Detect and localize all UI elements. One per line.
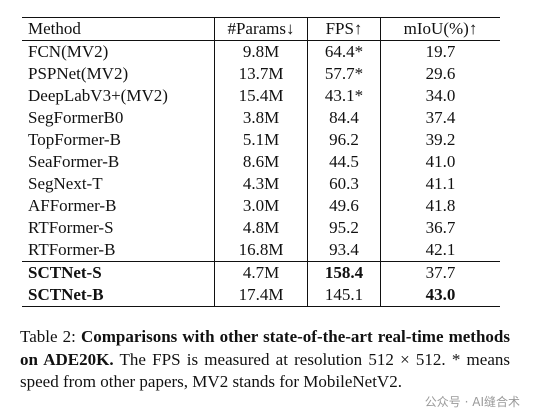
table-cell: 9.8M — [214, 40, 308, 63]
header-cell: mIoU(%)↑ — [403, 19, 478, 38]
header-cell: FPS↑ — [307, 17, 381, 41]
table-cell: DeepLabV3+(MV2) — [22, 85, 215, 107]
table-cell: RTFormer-B — [22, 239, 215, 262]
table-cell: 57.7* — [307, 63, 381, 85]
table-cell: FCN(MV2) — [22, 40, 215, 63]
table-row: PSPNet(MV2) 13.7M 57.7* 29.6 — [22, 63, 500, 85]
table-cell: 4.8M — [214, 217, 308, 239]
table-cell: SegNext-T — [22, 173, 215, 195]
table-cell: 3.0M — [214, 195, 308, 217]
table-cell: 44.5 — [307, 151, 381, 173]
table-cell: 60.3 — [307, 173, 381, 195]
table-cell: 5.1M — [214, 129, 308, 151]
table-cell: 37.7 — [425, 263, 456, 282]
table-cell: 84.4 — [307, 107, 381, 129]
table-cell: 42.1 — [425, 240, 456, 259]
table-row: SCTNet-B 17.4M 145.1 43.0 — [22, 284, 500, 307]
table-cell: 41.0 — [425, 152, 456, 171]
table-cell: 17.4M — [214, 284, 308, 307]
table-cell: 41.1 — [425, 174, 456, 193]
table-cell: 95.2 — [307, 217, 381, 239]
table-cell: 19.7 — [425, 42, 456, 61]
table-cell: PSPNet(MV2) — [22, 63, 215, 85]
table-cell: 15.4M — [214, 85, 308, 107]
table-cell: 3.8M — [214, 107, 308, 129]
table-cell: 4.7M — [214, 261, 308, 284]
table-cell: 36.7 — [425, 218, 456, 237]
table-cell: 43.0 — [425, 285, 456, 304]
table-cell: SCTNet-B — [22, 284, 215, 307]
table-cell: 96.2 — [307, 129, 381, 151]
table-cell: TopFormer-B — [22, 129, 215, 151]
table-cell: 158.4 — [307, 261, 381, 284]
table-row: AFFormer-B 3.0M 49.6 41.8 — [22, 195, 500, 217]
table-cell: 29.6 — [425, 64, 456, 83]
header-row: Method #Params↓ FPS↑ mIoU(%)↑ — [22, 17, 500, 41]
table-cell: 16.8M — [214, 239, 308, 262]
caption: Table 2: Comparisons with other state-of… — [20, 326, 510, 394]
table-row: FCN(MV2) 9.8M 64.4* 19.7 — [22, 40, 500, 63]
table-cell: 34.0 — [425, 86, 456, 105]
table-cell: 37.4 — [425, 108, 456, 127]
results-table: Method #Params↓ FPS↑ mIoU(%)↑ FCN(MV2) 9.8M 6… — [22, 17, 500, 307]
table-row: SeaFormer-B 8.6M 44.5 41.0 — [22, 151, 500, 173]
table-row: RTFormer-B 16.8M 93.4 42.1 — [22, 239, 500, 262]
table-cell: 64.4* — [307, 40, 381, 63]
table-row: RTFormer-S 4.8M 95.2 36.7 — [22, 217, 500, 239]
table-cell: 13.7M — [214, 63, 308, 85]
table-cell: SegFormerB0 — [22, 107, 215, 129]
caption-label: Table 2: — [20, 327, 81, 346]
table-cell: 8.6M — [214, 151, 308, 173]
caption-text: The FPS is measured at resolution 512 × … — [20, 349, 510, 392]
table-cell: AFFormer-B — [22, 195, 215, 217]
table-cell: 93.4 — [307, 239, 381, 262]
table-cell: 39.2 — [425, 130, 456, 149]
watermark: 公众号 · AI缝合术 — [424, 395, 520, 409]
table-cell: SeaFormer-B — [22, 151, 215, 173]
table-cell: SCTNet-S — [22, 261, 215, 284]
table-row: SegNext-T 4.3M 60.3 41.1 — [22, 173, 500, 195]
table-cell: 4.3M — [214, 173, 308, 195]
table-cell: RTFormer-S — [22, 217, 215, 239]
table-row: DeepLabV3+(MV2) 15.4M 43.1* 34.0 — [22, 85, 500, 107]
table-row: TopFormer-B 5.1M 96.2 39.2 — [22, 129, 500, 151]
table-cell: 49.6 — [307, 195, 381, 217]
caption-bold: Comparisons with other state-of-the-art … — [20, 327, 510, 369]
table-cell: 145.1 — [307, 284, 381, 307]
header-cell: #Params↓ — [214, 17, 308, 41]
table-row: SegFormerB0 3.8M 84.4 37.4 — [22, 107, 500, 129]
header-cell: Method — [22, 17, 215, 41]
table-cell: 41.8 — [425, 196, 456, 215]
table-cell: 43.1* — [307, 85, 381, 107]
table-row: SCTNet-S 4.7M 158.4 37.7 — [22, 261, 500, 284]
